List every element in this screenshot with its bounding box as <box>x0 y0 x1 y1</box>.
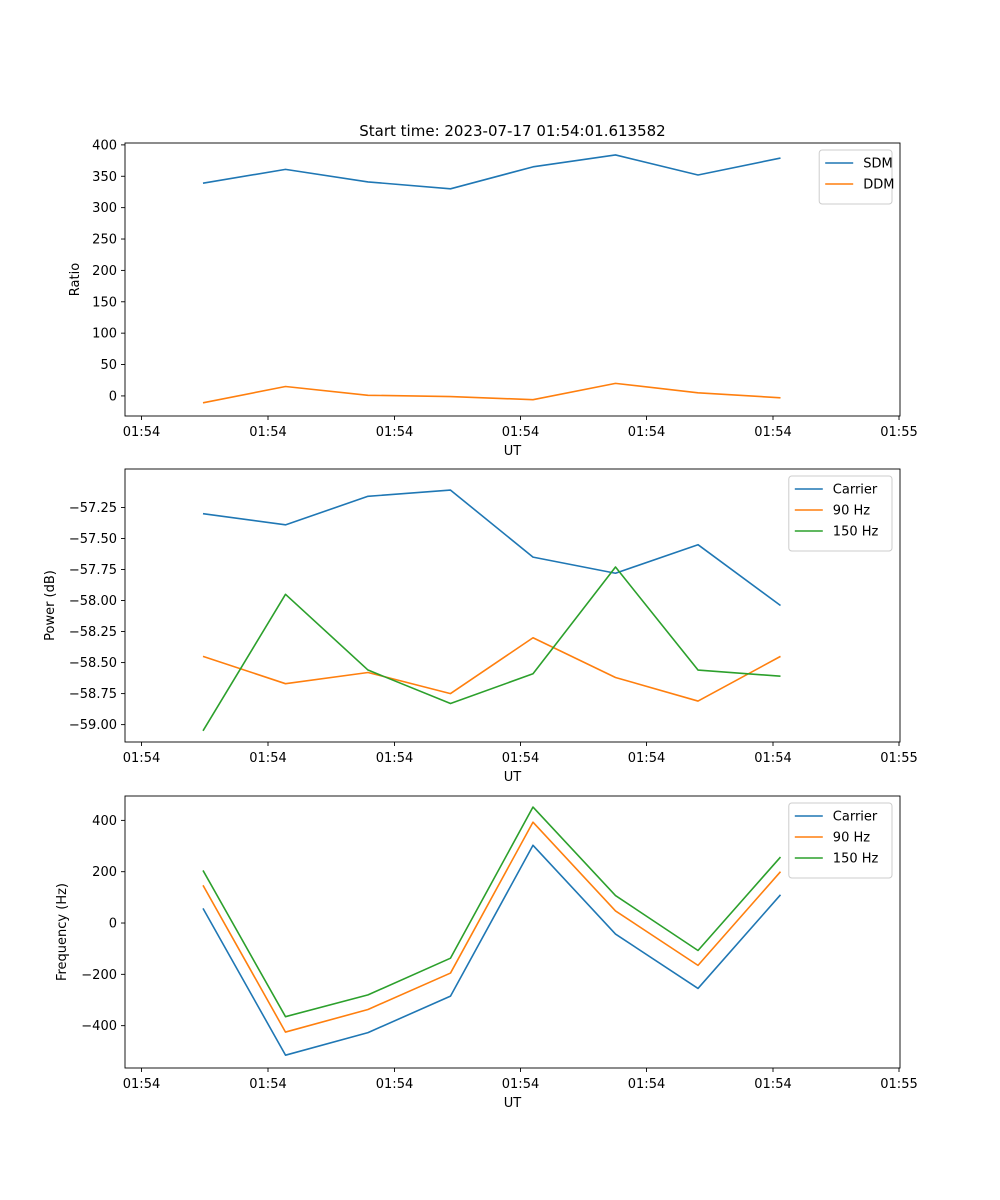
y-tick-label: 300 <box>92 201 117 216</box>
y-tick-label: 50 <box>100 358 117 373</box>
plot-frame <box>124 142 901 417</box>
y-tick-label: −58.50 <box>69 656 117 671</box>
chart-panel-2: 01:54 01:54 01:54 01:54 01:54 01:54 01:55 UT −57… <box>43 468 918 785</box>
y-tick-label: 0 <box>109 389 117 404</box>
y-axis-label: Frequency (Hz) <box>55 883 70 981</box>
legend: Carrier 90 Hz 150 Hz <box>788 475 893 552</box>
y-tick-label: 200 <box>92 264 117 279</box>
x-tick-label: 01:55 <box>880 425 917 440</box>
y-axis-label: Ratio <box>68 263 83 296</box>
legend-box <box>788 475 893 552</box>
y-tick-label: −200 <box>81 968 117 983</box>
y-tick-label: −59.00 <box>69 718 117 733</box>
x-tick-label: 01:54 <box>376 751 413 766</box>
x-axis-label: UT <box>504 770 522 785</box>
x-tick-label: 01:54 <box>754 751 791 766</box>
x-tick-label: 01:54 <box>376 425 413 440</box>
x-tick-label: 01:55 <box>880 1077 917 1092</box>
y-axis-label: Power (dB) <box>43 570 58 641</box>
legend-label: DDM <box>863 178 894 193</box>
y-tick-label: 350 <box>92 170 117 185</box>
y-tick-label: 100 <box>92 327 117 342</box>
y-tick-label: 150 <box>92 295 117 310</box>
plot-frame <box>124 795 901 1069</box>
legend-label: 90 Hz <box>833 504 870 519</box>
y-tick-label: 200 <box>92 865 117 880</box>
y-tick-label: 0 <box>109 917 117 932</box>
x-tick-label: 01:54 <box>249 425 286 440</box>
legend-box <box>788 802 893 879</box>
x-tick-label: 01:55 <box>880 751 917 766</box>
chart-panel-3: 01:54 01:54 01:54 01:54 01:54 01:54 01:55 UT 400… <box>55 795 918 1111</box>
legend-label: Carrier <box>833 483 878 498</box>
x-tick-label: 01:54 <box>123 425 160 440</box>
x-axis-label: UT <box>504 444 522 459</box>
legend-label: 150 Hz <box>833 852 879 867</box>
y-tick-label: 250 <box>92 233 117 248</box>
y-tick-label: 400 <box>92 814 117 829</box>
legend-label: 90 Hz <box>833 831 870 846</box>
series-line-carrier <box>202 844 782 1056</box>
x-tick-label: 01:54 <box>502 1077 539 1092</box>
y-tick-label: −400 <box>81 1019 117 1034</box>
x-tick-label: 01:54 <box>249 751 286 766</box>
series-line-ddm <box>202 382 781 404</box>
x-tick-label: 01:54 <box>628 1077 665 1092</box>
legend-label: Carrier <box>833 810 878 825</box>
series-line-sdm <box>202 154 781 190</box>
legend: Carrier 90 Hz 150 Hz <box>788 802 893 879</box>
y-tick-label: −58.00 <box>69 594 117 609</box>
x-tick-label: 01:54 <box>249 1077 286 1092</box>
chart-panel-1: Start time: 2023-07-17 01:54:01.61358201… <box>68 122 918 459</box>
legend: SDM DDM <box>818 149 894 205</box>
plot-frame <box>124 468 901 743</box>
chart-title: Start time: 2023-07-17 01:54:01.613582 <box>359 122 665 140</box>
x-tick-label: 01:54 <box>754 1077 791 1092</box>
series-line-150-hz <box>202 566 781 732</box>
y-tick-label: −57.50 <box>69 532 117 547</box>
series-line-150-hz <box>202 806 782 1018</box>
y-tick-label: −57.25 <box>69 501 117 516</box>
y-tick-label: −58.75 <box>69 687 117 702</box>
legend-label: 150 Hz <box>833 525 879 540</box>
x-tick-label: 01:54 <box>123 1077 160 1092</box>
series-line-90-hz <box>202 636 781 702</box>
x-tick-label: 01:54 <box>502 425 539 440</box>
x-tick-label: 01:54 <box>502 751 539 766</box>
x-tick-label: 01:54 <box>754 425 791 440</box>
y-tick-label: −58.25 <box>69 625 117 640</box>
series-line-carrier <box>202 489 781 607</box>
legend-label: SDM <box>863 157 892 172</box>
x-tick-label: 01:54 <box>376 1077 413 1092</box>
y-tick-label: 400 <box>92 138 117 153</box>
series-line-90-hz <box>202 821 782 1033</box>
x-axis-label: UT <box>504 1096 522 1111</box>
x-tick-label: 01:54 <box>628 751 665 766</box>
x-tick-label: 01:54 <box>123 751 160 766</box>
y-tick-label: −57.75 <box>69 563 117 578</box>
x-tick-label: 01:54 <box>628 425 665 440</box>
